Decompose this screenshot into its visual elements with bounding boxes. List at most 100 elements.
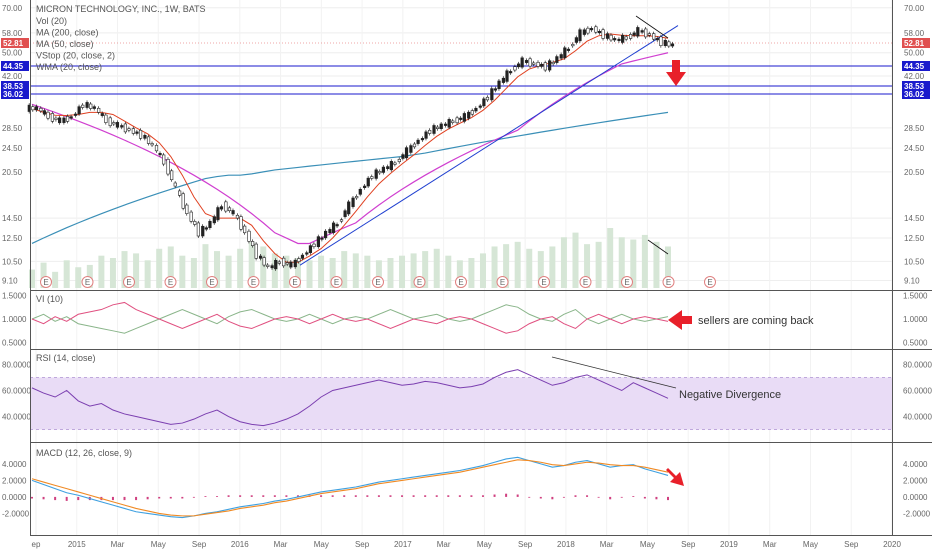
volume-bar — [353, 253, 359, 288]
time-tick: 2020 — [883, 540, 901, 549]
candle-body — [517, 64, 520, 67]
candle-body — [240, 217, 243, 230]
volume-bar — [515, 242, 521, 288]
volume-bar — [98, 256, 104, 288]
candle-body — [282, 258, 285, 266]
price-pane — [30, 0, 892, 290]
candle-body — [595, 27, 598, 32]
candle-body — [243, 226, 246, 233]
macd-histogram-bar — [378, 495, 380, 497]
earnings-letter: E — [85, 278, 90, 287]
candle-body — [151, 143, 154, 145]
candle-body — [155, 145, 158, 150]
candle-body — [382, 167, 385, 172]
rsi-tick: 60.0000 — [903, 386, 932, 395]
candle-body — [266, 265, 269, 267]
rsi-tick: 60.0000 — [2, 386, 31, 395]
volume-bar — [307, 260, 313, 288]
candle-body — [471, 111, 474, 115]
candle-body — [55, 118, 58, 120]
earnings-letter: E — [292, 278, 297, 287]
earnings-letter: E — [251, 278, 256, 287]
time-tick: Sep — [844, 540, 859, 549]
candle-body — [506, 71, 509, 82]
candle-body — [556, 57, 559, 63]
candle-body — [394, 163, 397, 165]
price-tick-left: 28.50 — [2, 124, 23, 133]
time-tick: May — [640, 540, 655, 549]
price-tick-right: 28.50 — [904, 124, 925, 133]
candle-body — [290, 262, 293, 267]
candle-body — [514, 67, 517, 70]
candle-body — [278, 262, 281, 264]
candle-body — [43, 111, 46, 115]
candle-body — [648, 34, 651, 36]
candle-body — [40, 108, 43, 111]
candle-body — [402, 155, 405, 159]
volume-bar — [75, 267, 81, 288]
earnings-letter: E — [458, 278, 463, 287]
earnings-letter: E — [500, 278, 505, 287]
legend-entry: MA (200, close) — [36, 28, 99, 38]
rsi-tick: 40.0000 — [2, 413, 31, 422]
earnings-letter: E — [43, 278, 48, 287]
legend-entry: VStop (20, close, 2) — [36, 51, 115, 61]
candle-body — [421, 138, 424, 140]
macd-histogram-bar — [389, 495, 391, 497]
macd-histogram-bar — [401, 495, 403, 497]
candle-body — [579, 30, 582, 41]
macd-pane — [30, 443, 892, 535]
candle-body — [621, 35, 624, 42]
price-tick-left: 9.10 — [2, 276, 18, 285]
candle-body — [317, 237, 320, 247]
candle-body — [209, 221, 212, 227]
candle-body — [456, 118, 459, 123]
volume-bar — [52, 272, 58, 288]
level-tag-text: 36.02 — [3, 90, 24, 99]
candle-body — [321, 238, 324, 240]
candle-body — [521, 58, 524, 67]
time-tick: Mar — [763, 540, 777, 549]
candle-body — [340, 220, 343, 222]
macd-tick: 4.0000 — [903, 460, 928, 469]
volume-bar — [364, 256, 370, 288]
volume-bar — [318, 256, 324, 288]
candle-body — [433, 125, 436, 133]
macd-histogram-bar — [517, 495, 519, 497]
candle-body — [263, 258, 266, 265]
candle-body — [448, 119, 451, 127]
macd-histogram-bar — [31, 497, 33, 499]
candle-body — [587, 28, 590, 33]
candle-body — [390, 161, 393, 169]
vi-tick: 1.5000 — [2, 291, 27, 300]
candle-body — [509, 71, 512, 73]
price-tick-right: 9.10 — [904, 276, 920, 285]
candle-body — [417, 140, 420, 143]
macd-histogram-bar — [43, 497, 45, 499]
candle-body — [552, 62, 555, 64]
candle-body — [162, 155, 165, 164]
candle-body — [459, 118, 462, 120]
candle-body — [298, 259, 301, 262]
candle-body — [306, 253, 309, 255]
candle-body — [329, 229, 332, 232]
candle-body — [410, 146, 413, 153]
candle-body — [248, 231, 251, 241]
candle-body — [637, 27, 640, 36]
volume-bar — [260, 246, 266, 288]
vi-tick: 1.5000 — [903, 291, 928, 300]
time-tick: Sep — [192, 540, 207, 549]
level-tag-text: 44.35 — [3, 62, 24, 71]
candle-body — [86, 102, 89, 107]
candle-body — [641, 31, 644, 33]
volume-bar — [29, 270, 35, 288]
macd-histogram-bar — [147, 497, 149, 499]
candle-body — [251, 241, 254, 245]
candle-body — [629, 34, 632, 38]
price-tick-right: 58.00 — [904, 29, 925, 38]
earnings-letter: E — [541, 278, 546, 287]
candle-body — [167, 159, 170, 174]
candle-body — [336, 224, 339, 226]
rsi-tick: 80.0000 — [2, 360, 31, 369]
candle-body — [101, 113, 104, 115]
